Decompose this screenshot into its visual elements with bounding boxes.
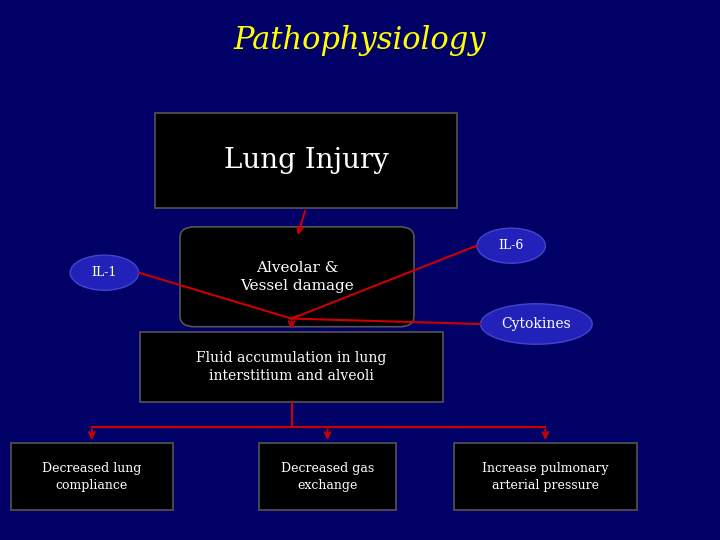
FancyBboxPatch shape bbox=[11, 443, 173, 510]
FancyBboxPatch shape bbox=[155, 113, 457, 208]
Text: Cytokines: Cytokines bbox=[502, 317, 571, 331]
Text: Decreased gas
exchange: Decreased gas exchange bbox=[281, 462, 374, 491]
Text: IL-6: IL-6 bbox=[498, 239, 524, 252]
FancyBboxPatch shape bbox=[454, 443, 637, 510]
Text: Increase pulmonary
arterial pressure: Increase pulmonary arterial pressure bbox=[482, 462, 608, 491]
Ellipse shape bbox=[70, 255, 138, 291]
Text: Pathophysiology: Pathophysiology bbox=[234, 25, 486, 56]
Text: IL-1: IL-1 bbox=[91, 266, 117, 279]
Text: Lung Injury: Lung Injury bbox=[224, 147, 388, 174]
Ellipse shape bbox=[477, 228, 546, 263]
FancyBboxPatch shape bbox=[180, 227, 414, 327]
Text: Alveolar &
Vessel damage: Alveolar & Vessel damage bbox=[240, 261, 354, 293]
Text: Fluid accumulation in lung
interstitium and alveoli: Fluid accumulation in lung interstitium … bbox=[197, 351, 387, 383]
FancyBboxPatch shape bbox=[140, 332, 443, 402]
Ellipse shape bbox=[480, 303, 592, 345]
FancyBboxPatch shape bbox=[259, 443, 396, 510]
Text: Decreased lung
compliance: Decreased lung compliance bbox=[42, 462, 142, 491]
